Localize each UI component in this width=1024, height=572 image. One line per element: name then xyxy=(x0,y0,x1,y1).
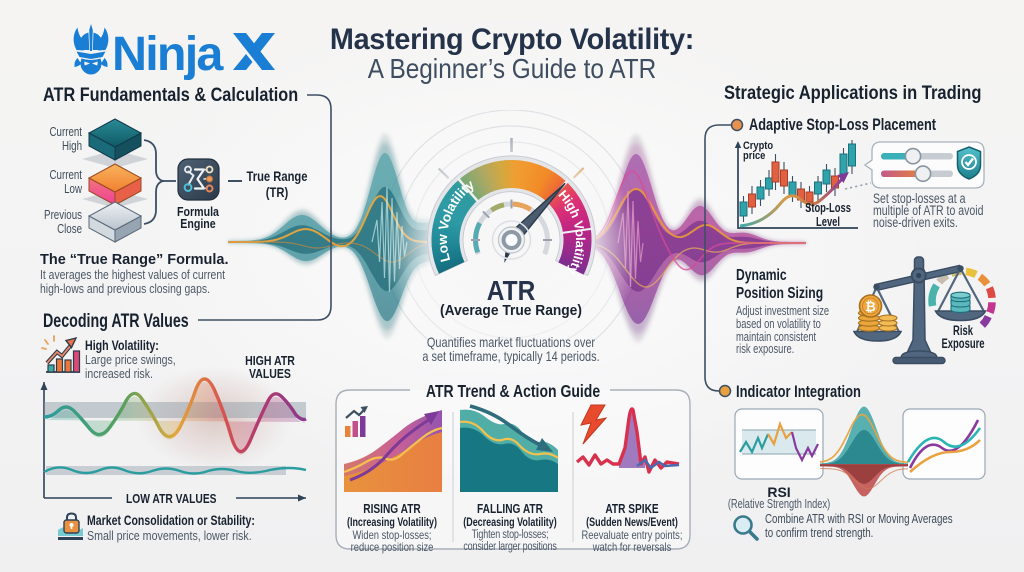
svg-text:₿: ₿ xyxy=(865,299,876,314)
svg-text:Ninja: Ninja xyxy=(112,27,224,80)
